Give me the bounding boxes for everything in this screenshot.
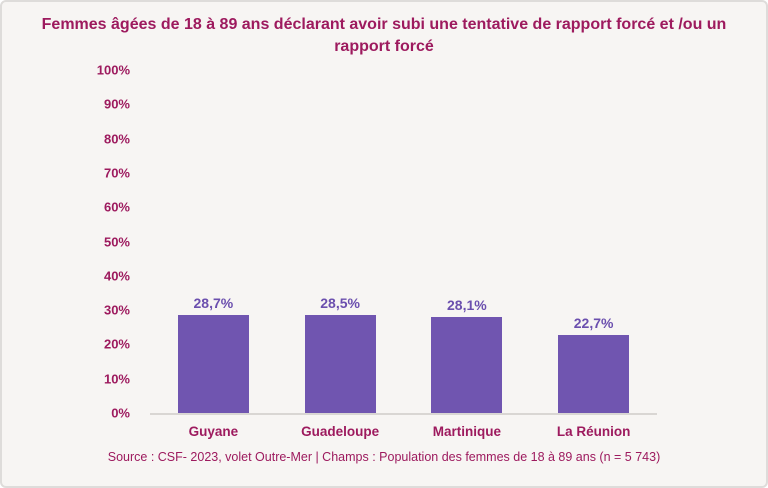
y-tick-label: 50% xyxy=(103,234,130,249)
bars-row: 28,7% 28,5% 28,1% 22,7% xyxy=(150,70,657,413)
y-tick-label: 80% xyxy=(103,131,130,147)
y-axis: 100% 90% 80% 70% 60% 50% 40% 30% 20% 10% 0% xyxy=(2,63,140,421)
y-tick-label: 70% xyxy=(103,165,130,181)
bar xyxy=(558,335,630,413)
y-tick-label: 60% xyxy=(103,199,130,215)
bar-slot: 28,7% xyxy=(150,70,277,413)
source-note: Source : CSF- 2023, volet Outre-Mer | Ch… xyxy=(107,450,661,464)
y-tick-label: 100% xyxy=(96,62,130,78)
chart-title: Femmes âgées de 18 à 89 ans déclarant av… xyxy=(41,16,727,55)
y-tick-label: 30% xyxy=(103,302,130,318)
bar-value-label: 22,7% xyxy=(573,315,614,332)
category-label: Guadeloupe xyxy=(301,424,380,439)
bar-slot: 28,1% xyxy=(404,70,531,413)
y-tick-label: 0% xyxy=(111,405,130,421)
bar xyxy=(177,314,249,413)
bar xyxy=(304,315,376,413)
bar-value-label: 28,5% xyxy=(320,295,360,312)
y-tick-label: 20% xyxy=(103,336,130,352)
y-tick-label: 90% xyxy=(103,96,130,112)
bar xyxy=(431,316,503,413)
y-tick-label: 10% xyxy=(103,371,130,387)
bar-slot: 28,5% xyxy=(277,70,404,413)
bar-slot: 22,7% xyxy=(530,70,657,413)
y-tick-label: 40% xyxy=(103,268,130,284)
bar-value-label: 28,7% xyxy=(193,294,234,311)
category-label: La Réunion xyxy=(556,424,631,439)
plot-area: 28,7% 28,5% 28,1% 22,7% xyxy=(150,70,657,415)
category-label: Martinique xyxy=(432,424,501,439)
category-row: Guyane Guadeloupe Martinique La Réunion xyxy=(150,424,657,439)
bar-value-label: 28,1% xyxy=(447,296,487,313)
category-label: Guyane xyxy=(188,424,239,439)
